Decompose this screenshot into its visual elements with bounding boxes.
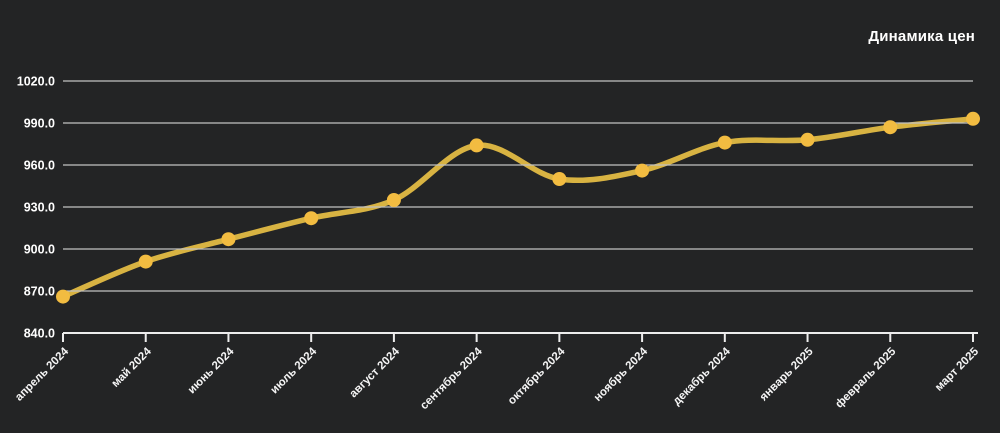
chart-title: Динамика цен (868, 28, 975, 45)
y-axis-label-1020.0: 1020.0 (17, 75, 55, 89)
y-axis-label-930.0: 930.0 (24, 201, 55, 215)
x-axis-label-5: август 2024 (347, 345, 402, 400)
x-axis-label-12: март 2025 (933, 345, 982, 394)
x-axis-label-7: октябрь 2024 (506, 345, 568, 407)
data-point-7[interactable] (552, 172, 567, 186)
data-point-12[interactable] (966, 111, 980, 126)
x-axis-label-1: апрель 2024 (13, 345, 71, 403)
data-point-8[interactable] (635, 163, 650, 178)
y-axis-label-840.0: 840.0 (24, 327, 55, 341)
y-axis-label-900.0: 900.0 (24, 243, 55, 257)
data-point-9[interactable] (717, 135, 732, 150)
x-axis-label-4: июль 2024 (269, 345, 320, 396)
x-axis-label-6: сентябрь 2024 (418, 345, 485, 412)
x-axis-label-3: июнь 2024 (186, 345, 237, 396)
y-axis-label-870.0: 870.0 (24, 285, 55, 299)
data-point-1[interactable] (56, 289, 70, 304)
data-point-4[interactable] (304, 211, 319, 226)
x-axis-label-10: январь 2025 (758, 345, 816, 403)
data-point-11[interactable] (883, 120, 898, 135)
data-point-10[interactable] (800, 132, 815, 147)
x-axis-label-9: декабрь 2024 (671, 345, 734, 408)
x-axis-label-8: ноябрь 2024 (592, 345, 651, 404)
data-point-5[interactable] (386, 193, 401, 207)
data-point-6[interactable] (469, 138, 484, 153)
x-axis-label-2: май 2024 (110, 345, 155, 390)
data-point-2[interactable] (138, 254, 153, 269)
y-axis-label-960.0: 960.0 (24, 159, 55, 173)
price-series-line (60, 116, 976, 300)
y-axis-label-990.0: 990.0 (24, 117, 55, 131)
x-axis-label-11: февраль 2025 (833, 345, 898, 410)
data-point-3[interactable] (221, 232, 236, 247)
